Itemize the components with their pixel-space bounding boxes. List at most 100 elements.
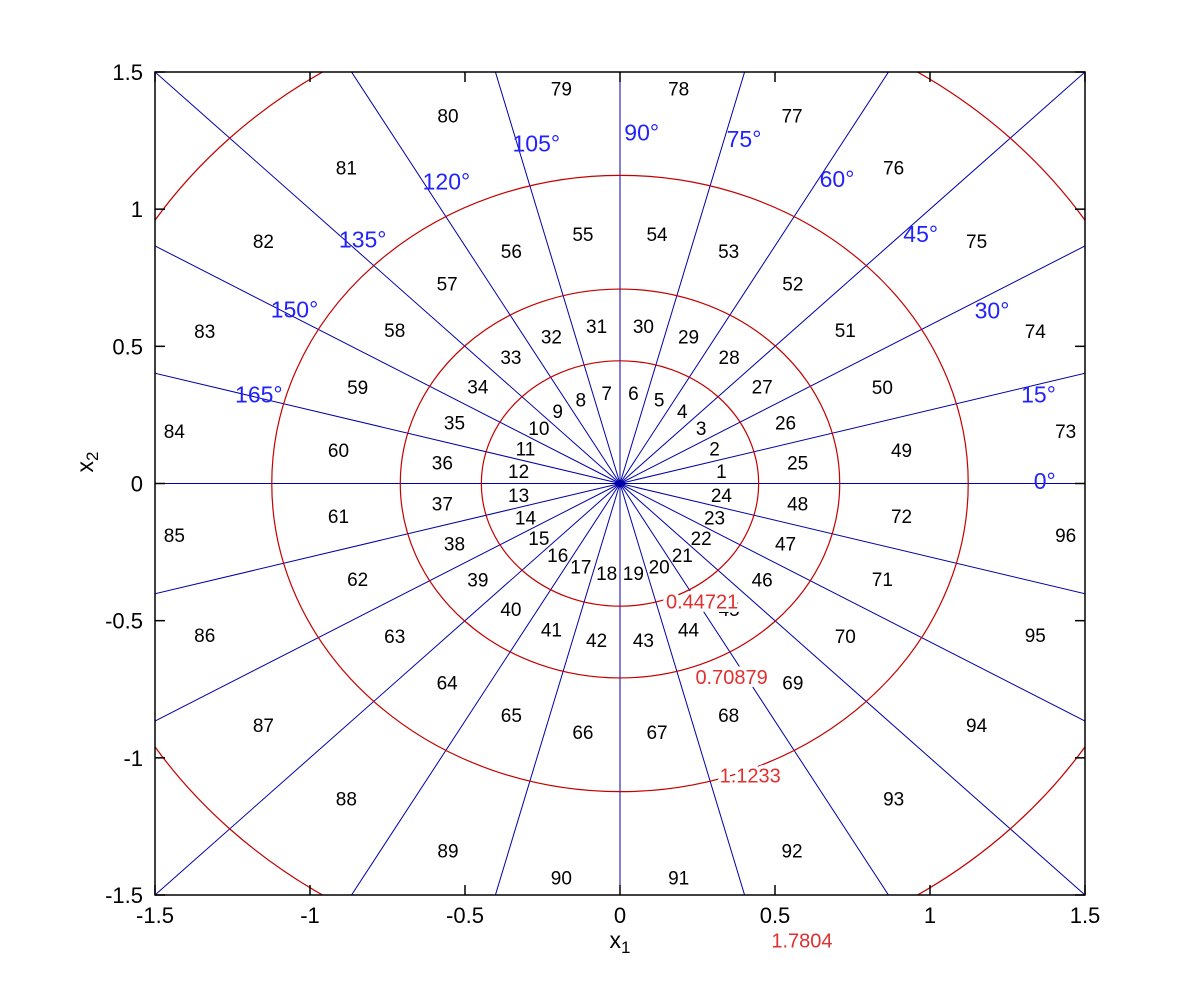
cell-number-96: 96 — [1055, 526, 1076, 547]
cell-number-83: 83 — [194, 322, 215, 343]
cell-number-76: 76 — [883, 158, 904, 179]
cell-number-19: 19 — [623, 564, 644, 585]
cell-number-25: 25 — [787, 453, 808, 474]
cell-number-60: 60 — [328, 441, 349, 462]
angle-label-0deg: 0° — [1034, 468, 1056, 494]
cell-number-24: 24 — [711, 486, 733, 507]
cell-number-61: 61 — [328, 507, 349, 528]
cell-number-29: 29 — [678, 328, 699, 349]
x-tick-label--1: -1 — [300, 903, 320, 928]
ray-105deg — [494, 72, 621, 484]
cell-number-42: 42 — [586, 631, 607, 652]
x-tick-label-0.5: 0.5 — [760, 903, 791, 928]
cell-number-49: 49 — [891, 441, 912, 462]
cell-number-32: 32 — [541, 328, 562, 349]
ray-330deg — [619, 483, 1085, 722]
cell-number-33: 33 — [500, 348, 521, 369]
cell-number-41: 41 — [541, 620, 562, 641]
cell-number-82: 82 — [253, 232, 274, 253]
ray-30deg — [619, 245, 1085, 484]
cell-number-62: 62 — [347, 570, 368, 591]
cell-number-3: 3 — [696, 419, 707, 440]
y-tick-label--0.5: -0.5 — [105, 609, 143, 634]
angle-label-15deg: 15° — [1021, 381, 1056, 407]
cell-number-89: 89 — [437, 842, 458, 863]
cell-number-46: 46 — [752, 571, 773, 592]
cell-number-6: 6 — [628, 384, 639, 405]
y-tick-label-1.5: 1.5 — [112, 60, 143, 85]
cell-number-5: 5 — [654, 390, 665, 411]
cell-number-36: 36 — [432, 453, 453, 474]
cell-number-74: 74 — [1025, 322, 1047, 343]
cell-number-64: 64 — [437, 673, 459, 694]
cell-number-54: 54 — [646, 225, 668, 246]
cell-number-85: 85 — [164, 526, 185, 547]
cell-number-71: 71 — [872, 570, 893, 591]
cell-number-35: 35 — [444, 413, 465, 434]
cell-number-58: 58 — [384, 321, 405, 342]
cell-number-59: 59 — [347, 378, 368, 399]
angle-label-45deg: 45° — [903, 221, 938, 247]
cell-number-15: 15 — [528, 529, 549, 550]
cell-number-70: 70 — [835, 627, 856, 648]
radius-value-labels: 0.44721 0.70879 1.1233 1.7804 — [663, 588, 837, 956]
cell-number-1: 1 — [716, 462, 727, 483]
cell-number-27: 27 — [752, 377, 773, 398]
cell-number-40: 40 — [500, 600, 521, 621]
cell-number-38: 38 — [444, 535, 465, 556]
cell-number-55: 55 — [572, 225, 593, 246]
x-axis-label: x1 — [610, 927, 631, 957]
cell-number-14: 14 — [515, 509, 537, 530]
cell-number-28: 28 — [719, 348, 740, 369]
cell-number-50: 50 — [872, 378, 893, 399]
cell-number-57: 57 — [437, 275, 458, 296]
ray-150deg — [155, 245, 621, 484]
cell-number-7: 7 — [601, 384, 612, 405]
radius-circle-0.70879 — [399, 288, 841, 679]
angle-label-105deg: 105° — [513, 130, 561, 156]
ray-345deg — [619, 483, 1085, 595]
cell-number-18: 18 — [596, 564, 617, 585]
ray-240deg — [350, 483, 621, 895]
cell-number-8: 8 — [576, 390, 587, 411]
cell-number-39: 39 — [467, 571, 488, 592]
cell-number-45: 45 — [719, 600, 740, 621]
ray-60deg — [619, 72, 890, 484]
cell-number-94: 94 — [966, 716, 988, 737]
cell-number-86: 86 — [194, 626, 215, 647]
x-tick-label-1: 1 — [924, 903, 936, 928]
angle-label-120deg: 120° — [423, 169, 471, 195]
ray-195deg — [155, 483, 621, 595]
cell-number-66: 66 — [572, 723, 593, 744]
y-tick-label-1: 1 — [131, 197, 143, 222]
cell-number-75: 75 — [966, 232, 987, 253]
angle-label-150deg: 150° — [271, 296, 319, 322]
cell-number-21: 21 — [672, 546, 693, 567]
cell-number-53: 53 — [718, 242, 739, 263]
ray-285deg — [619, 483, 746, 895]
cell-number-90: 90 — [551, 868, 572, 889]
angle-label-135deg: 135° — [339, 226, 387, 252]
radius-circles — [155, 72, 1085, 895]
cell-number-2: 2 — [709, 439, 720, 460]
cell-number-72: 72 — [891, 507, 912, 528]
cell-number-88: 88 — [336, 790, 357, 811]
ray-135deg — [155, 72, 621, 484]
cell-number-11: 11 — [516, 439, 536, 460]
cell-number-69: 69 — [782, 673, 803, 694]
cell-number-80: 80 — [437, 106, 458, 127]
y-tick-label-0.5: 0.5 — [112, 334, 143, 359]
cell-number-91: 91 — [668, 868, 689, 889]
ray-225deg — [155, 483, 621, 895]
radius-circle-1.1233 — [271, 174, 969, 793]
cell-number-23: 23 — [704, 509, 725, 530]
radius-label-0.44721: 0.44721 — [666, 591, 738, 613]
y-tick-label--1: -1 — [123, 746, 143, 771]
axis-ticks: -1.5 -1 -0.5 0 0.5 1 1.5 1.5 1 0.5 0 -0.5 -1 -1.5 — [105, 60, 1100, 928]
cell-number-17: 17 — [570, 558, 591, 579]
cell-number-22: 22 — [691, 529, 712, 550]
cell-number-87: 87 — [253, 716, 274, 737]
cell-number-51: 51 — [835, 321, 856, 342]
x-tick-label-0: 0 — [614, 903, 626, 928]
